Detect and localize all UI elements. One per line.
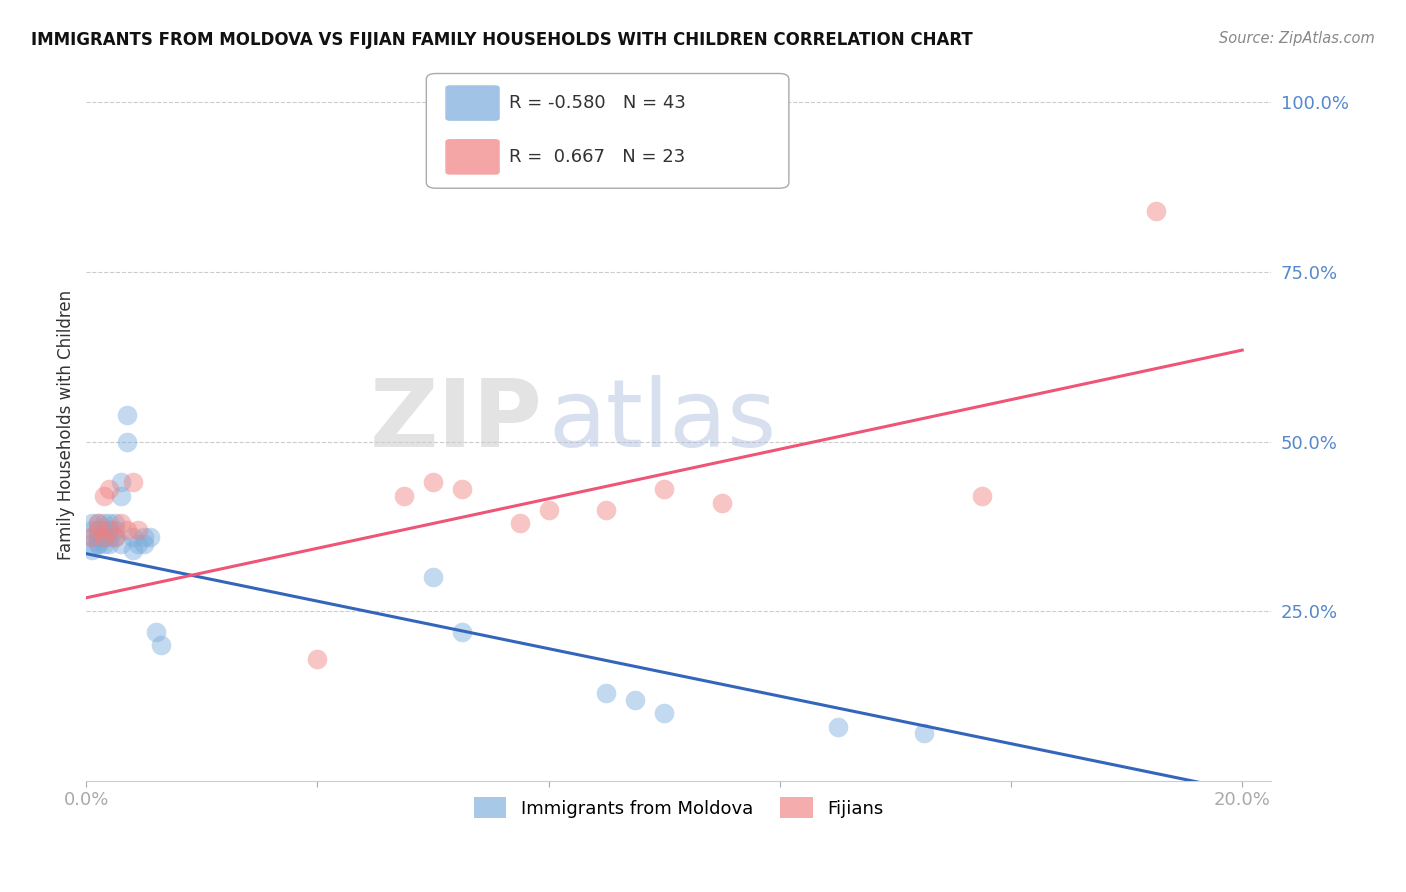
Point [150,638,173,652]
Point [80,516,103,530]
Point [104,516,127,530]
Point [110,475,132,490]
Point [98,516,121,530]
Point [80,530,103,544]
Point [80,536,103,550]
Point [93,489,115,503]
Point [595,502,617,516]
Point [121,530,143,544]
Point [115,523,138,537]
Point [652,482,675,496]
Point [115,408,138,422]
Point [98,523,121,537]
Point [93,530,115,544]
Point [451,482,474,496]
Point [1144,204,1167,219]
Point [110,489,132,503]
Point [132,536,155,550]
Point [87,536,110,550]
Point [87,523,110,537]
Text: IMMIGRANTS FROM MOLDOVA VS FIJIAN FAMILY HOUSEHOLDS WITH CHILDREN CORRELATION CH: IMMIGRANTS FROM MOLDOVA VS FIJIAN FAMILY… [31,31,973,49]
Point [80,523,103,537]
Point [422,570,444,584]
Y-axis label: Family Households with Children: Family Households with Children [58,290,75,560]
Point [121,475,143,490]
Point [87,516,110,530]
Point [93,530,115,544]
Point [711,496,734,510]
Point [93,536,115,550]
Point [624,692,647,706]
Text: Source: ZipAtlas.com: Source: ZipAtlas.com [1219,31,1375,46]
Point [127,523,149,537]
Point [972,489,994,503]
Point [93,516,115,530]
Point [115,434,138,449]
Point [80,530,103,544]
FancyBboxPatch shape [446,139,499,175]
Text: R = -0.580   N = 43: R = -0.580 N = 43 [509,94,686,112]
Point [87,516,110,530]
Point [104,530,127,544]
Point [451,624,474,639]
Point [110,536,132,550]
Point [104,523,127,537]
Text: ZIP: ZIP [370,376,543,467]
Point [392,489,415,503]
Legend: Immigrants from Moldova, Fijians: Immigrants from Moldova, Fijians [467,790,890,825]
Point [127,536,149,550]
Point [307,652,329,666]
Point [98,523,121,537]
Point [98,530,121,544]
Point [87,536,110,550]
Point [422,475,444,490]
FancyBboxPatch shape [426,73,789,188]
Text: atlas: atlas [548,376,776,467]
Point [87,523,110,537]
Point [652,706,675,720]
Point [98,482,121,496]
Point [87,530,110,544]
Point [104,530,127,544]
Text: R =  0.667   N = 23: R = 0.667 N = 23 [509,148,686,166]
Point [509,516,531,530]
Point [145,624,167,639]
Point [537,502,560,516]
Point [827,720,849,734]
Point [110,516,132,530]
Point [80,543,103,558]
FancyBboxPatch shape [446,86,499,121]
Point [132,530,155,544]
Point [139,530,162,544]
Point [595,686,617,700]
Point [93,530,115,544]
Point [121,543,143,558]
Point [87,530,110,544]
Point [93,523,115,537]
Point [98,536,121,550]
Point [912,726,935,740]
